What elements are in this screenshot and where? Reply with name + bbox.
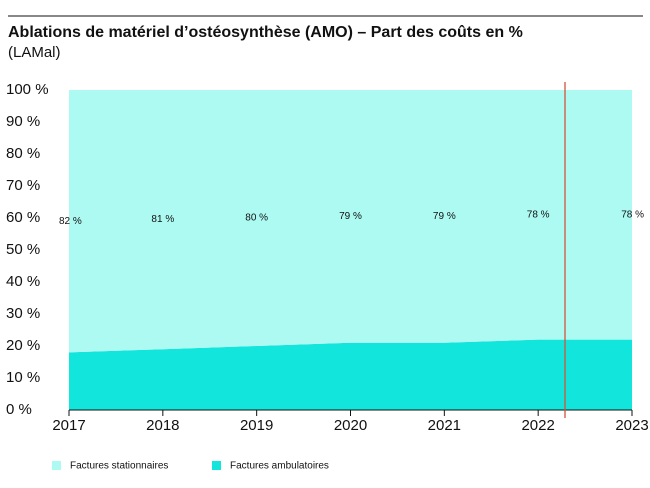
y-tick-label: 10 %: [6, 369, 40, 386]
x-tick-label: 2023: [615, 417, 648, 434]
value-label: 79 %: [433, 211, 456, 222]
y-tick-label: 80 %: [6, 145, 40, 162]
y-tick-label: 90 %: [6, 113, 40, 130]
y-tick-label: 100 %: [6, 81, 49, 98]
x-tick-label: 2018: [146, 417, 179, 434]
chart-subtitle: (LAMal): [8, 44, 61, 61]
legend-label: Factures stationnaires: [70, 461, 168, 472]
value-label: 79 %: [339, 211, 362, 222]
y-tick-label: 20 %: [6, 337, 40, 354]
x-tick-label: 2019: [240, 417, 273, 434]
value-label: 78 %: [527, 209, 550, 220]
area: [69, 90, 632, 353]
value-label: 78 %: [621, 209, 644, 220]
x-tick-label: 2022: [521, 417, 554, 434]
area: [69, 339, 632, 410]
y-tick-label: 70 %: [6, 177, 40, 194]
y-tick-label: 40 %: [6, 273, 40, 290]
y-tick-label: 30 %: [6, 305, 40, 322]
legend-label: Factures ambulatoires: [230, 461, 329, 472]
x-tick-label: 2020: [334, 417, 367, 434]
x-tick-label: 2017: [52, 417, 85, 434]
y-tick-label: 60 %: [6, 209, 40, 226]
plot: 82 % 81 % 80 % 79 % 79 % 78 % 78 % 0 % 10 % 20 % 3…: [6, 81, 649, 434]
legend-swatch: [52, 461, 61, 470]
x-tick-label: 2021: [428, 417, 461, 434]
value-label: 80 %: [245, 213, 268, 224]
y-tick-label: 0 %: [6, 401, 32, 418]
value-label: 81 %: [151, 214, 174, 225]
y-tick-label: 50 %: [6, 241, 40, 258]
chart-title: Ablations de matériel d’ostéosynthèse (A…: [8, 24, 523, 41]
value-label: 82 %: [59, 216, 82, 227]
legend-swatch: [212, 461, 221, 470]
